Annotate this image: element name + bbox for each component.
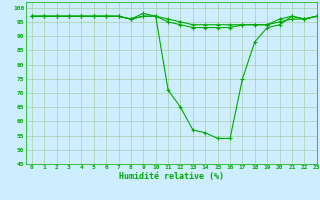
X-axis label: Humidité relative (%): Humidité relative (%) bbox=[119, 172, 224, 181]
